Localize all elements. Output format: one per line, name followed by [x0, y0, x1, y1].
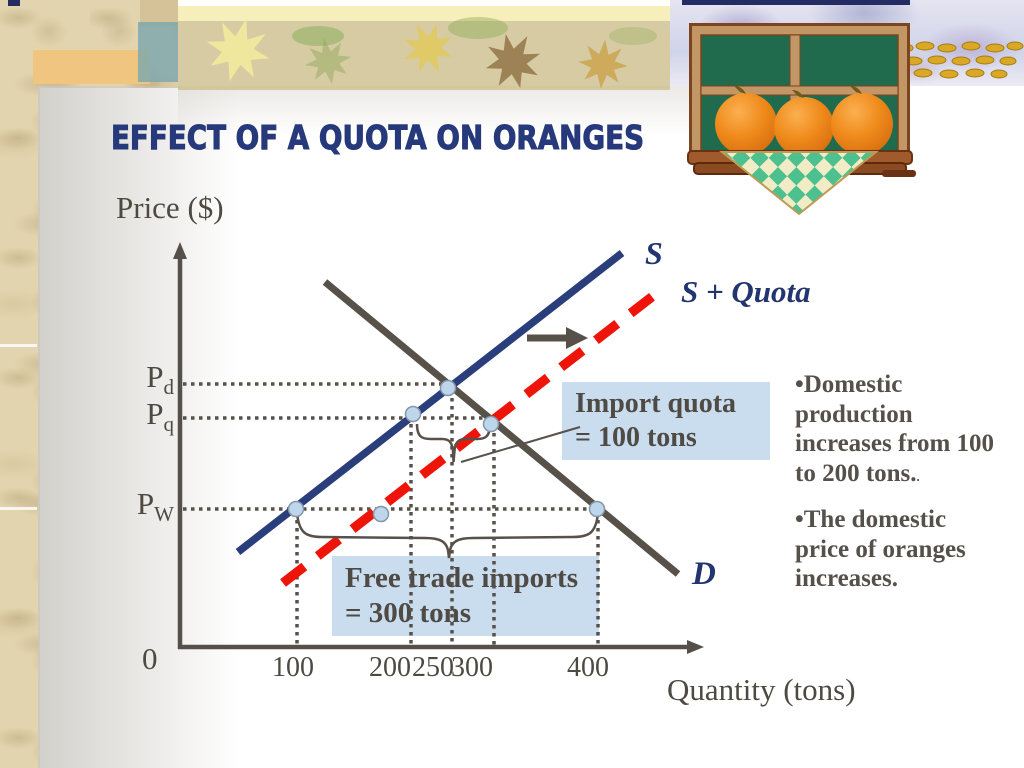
point-demand-at-pw [588, 500, 606, 518]
x-axis-title: Quantity (tons) [667, 672, 856, 707]
bullet-text: •Domestic production increases from 100 … [795, 371, 995, 487]
tan-banner-bar [33, 50, 150, 84]
y-tick-pw: PW [104, 486, 174, 525]
import-quota-callout: Import quota = 100 tons [562, 382, 770, 460]
left-strip-divider [0, 344, 37, 347]
left-strip-divider [0, 507, 37, 510]
free-trade-line1: Free trade imports [345, 562, 578, 594]
supply-curve-label: S [645, 235, 663, 271]
point-no-trade-equilibrium [439, 379, 457, 397]
x-tick-300: 300 [451, 652, 493, 683]
y-tick-pq: Pq [104, 396, 174, 435]
import-quota-line2: = 100 tons [575, 422, 697, 454]
pw-main: P [136, 486, 155, 521]
demand-curve-label: D [692, 556, 716, 592]
key-points [287, 379, 606, 523]
import-quota-line1: Import quota [575, 388, 737, 419]
leaf-collage-banner [178, 6, 670, 90]
chalkboard-oranges-illustration [687, 23, 916, 216]
shift-right-arrow [527, 327, 588, 349]
x-tick-200: 200 [369, 652, 411, 683]
bullet-text: •The domestic price of oranges increases… [795, 506, 966, 592]
bullet-domestic-production: •Domestic production increases from 100 … [795, 370, 1002, 488]
import-quota-brace [415, 423, 492, 463]
supply-plus-quota-label: S + Quota [681, 274, 811, 309]
pd-sub: d [163, 375, 175, 400]
point-quota-equilibrium [482, 415, 500, 433]
pd-main: P [146, 359, 164, 394]
slide-title: Effect of a Quota on Oranges [111, 117, 645, 157]
free-trade-callout: Free trade imports = 300 tons [332, 556, 599, 636]
x-tick-400: 400 [567, 652, 609, 683]
checkered-cloth [719, 151, 879, 216]
x-tick-250: 250 [412, 652, 454, 683]
top-fade-gradient [178, 86, 738, 136]
y-tick-pd: Pd [104, 359, 174, 398]
stray-period: . [916, 468, 920, 484]
teal-banner-square [138, 22, 178, 82]
navy-top-bar [682, 0, 910, 5]
point-supply-at-pq [404, 405, 422, 423]
origin-label: 0 [142, 641, 158, 676]
y-axis-title: Price ($) [116, 190, 224, 225]
left-fade-gradient [38, 86, 238, 768]
bullet-domestic-price: •The domestic price of oranges increases… [795, 505, 1002, 594]
parchment-left-strip [0, 0, 40, 768]
free-trade-brace [295, 512, 600, 559]
pw-sub: W [154, 502, 174, 527]
x-tick-100: 100 [272, 652, 314, 683]
oranges [715, 86, 893, 157]
pq-sub: q [163, 412, 175, 437]
point-quota-supply-at-pw [372, 505, 390, 523]
bullet-list: •Domestic production increases from 100 … [795, 370, 1002, 611]
navy-top-sliver [8, 0, 20, 6]
free-trade-line2: = 300 tons [345, 597, 472, 630]
x-axis-arrowhead [687, 640, 704, 654]
point-supply-at-pw [287, 500, 305, 518]
pq-main: P [146, 396, 164, 431]
tan-banner-square [140, 0, 178, 26]
